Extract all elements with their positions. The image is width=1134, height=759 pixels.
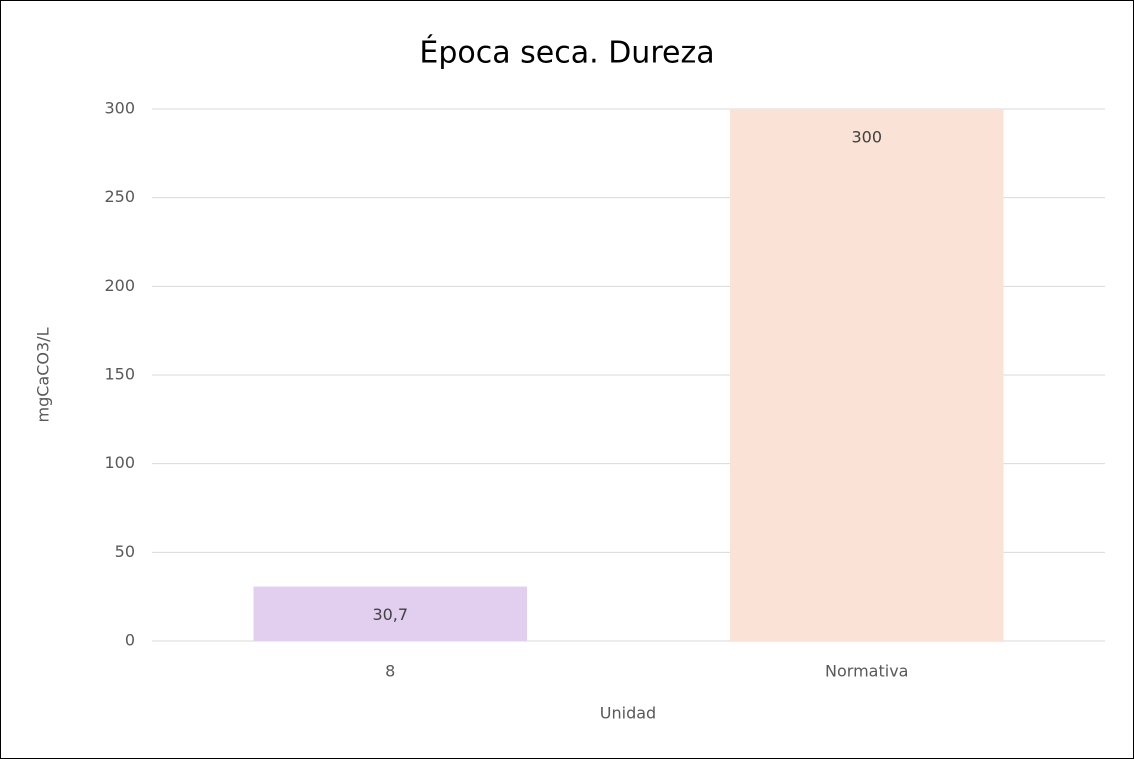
y-tick-label: 300 (104, 99, 135, 118)
y-tick-label: 100 (104, 453, 135, 472)
x-tick-label: 8 (385, 662, 395, 681)
bar (729, 109, 1004, 641)
y-axis-label: mgCaCO3/L (34, 327, 53, 422)
y-tick-label: 250 (104, 187, 135, 206)
y-tick-label: 150 (104, 365, 135, 384)
y-tick-label: 50 (115, 542, 135, 561)
data-label: 30,7 (372, 605, 408, 624)
y-tick-label: 200 (104, 276, 135, 295)
data-label: 300 (851, 128, 882, 147)
x-tick-label: Normativa (825, 662, 908, 681)
x-axis-label: Unidad (600, 704, 656, 723)
bar (253, 586, 528, 641)
y-tick-label: 0 (125, 631, 135, 650)
chart-title: Época seca. Dureza (419, 35, 714, 71)
